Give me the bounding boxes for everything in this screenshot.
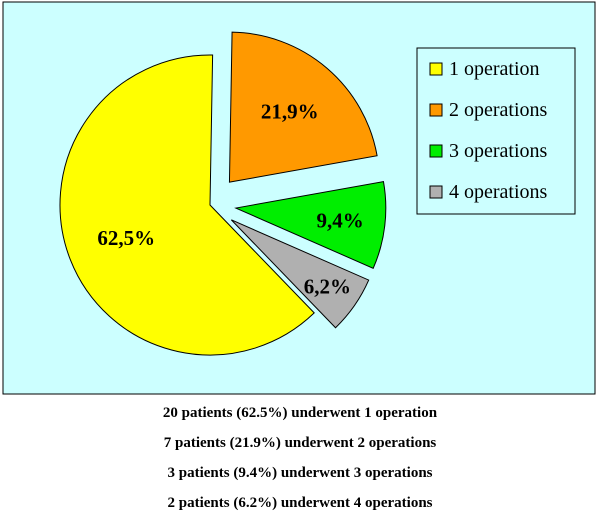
slice-label-3-operations: 9,4% [316, 208, 363, 232]
legend-label-4-operations: 4 operations [449, 181, 548, 203]
caption-1-operation: 20 patients (62.5%) underwent 1 operatio… [162, 405, 438, 421]
legend-swatch-1-operation [429, 62, 443, 76]
caption-3-operations: 3 patients (9.4%) underwent 3 operations [167, 465, 433, 481]
legend: 1 operation 2 operations 3 operations 4 ope… [416, 47, 576, 215]
slice-labels: 62,5% 21,9% 9,4% 6,2% [97, 99, 363, 298]
caption-2-operations: 7 patients (21.9%) underwent 2 operation… [163, 435, 437, 451]
legend-label-3-operations: 3 operations [449, 140, 548, 162]
slice-label-2-operations: 21,9% [261, 99, 319, 123]
caption-4-operations: 2 patients (6.2%) underwent 4 operations [167, 495, 433, 511]
captions: 20 patients (62.5%) underwent 1 operatio… [0, 398, 600, 518]
legend-swatch-3-operations [429, 144, 443, 158]
pie-chart: 62,5% 21,9% 9,4% 6,2% 1 operation 2 operatio… [2, 1, 596, 395]
legend-box [416, 47, 576, 215]
legend-label-1-operation: 1 operation [449, 58, 540, 80]
slice-label-1-operation: 62,5% [97, 226, 155, 250]
pie-slice-3-operations [234, 181, 387, 269]
slice-label-4-operations: 6,2% [304, 275, 351, 299]
pie-slices [59, 31, 387, 356]
pie-slice-4-operations [230, 219, 370, 329]
legend-label-2-operations: 2 operations [449, 99, 548, 121]
legend-swatch-2-operations [429, 103, 443, 117]
pie-slice-1-operation [59, 54, 315, 356]
pie-slice-2-operations [228, 31, 378, 183]
legend-swatch-4-operations [429, 185, 443, 199]
